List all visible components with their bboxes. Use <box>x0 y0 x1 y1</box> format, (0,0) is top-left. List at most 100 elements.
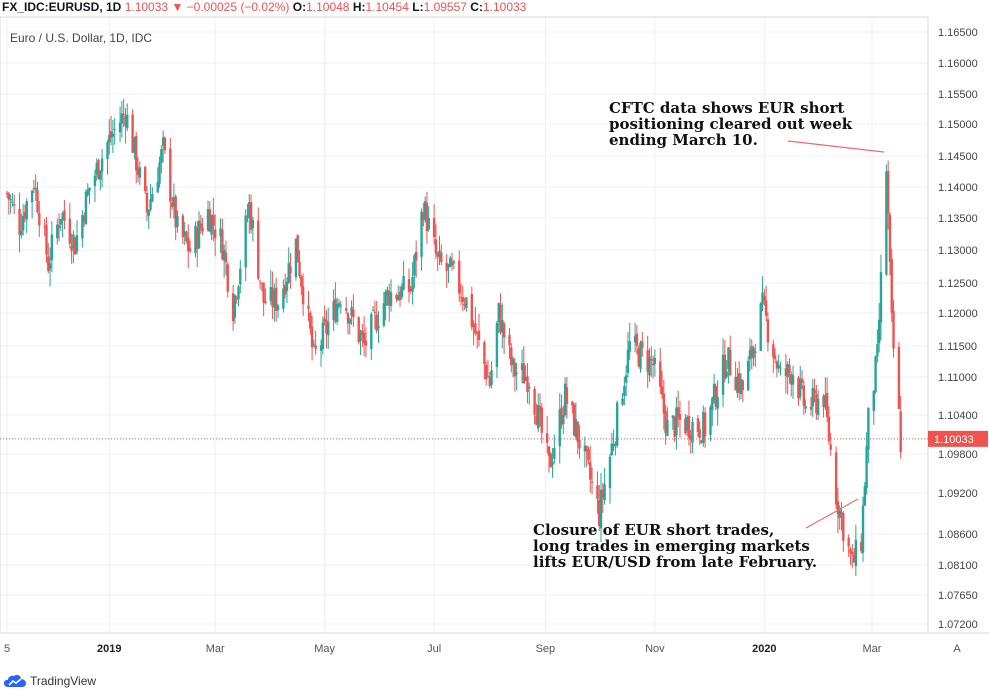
candle-body <box>626 349 630 373</box>
tradingview-label: TradingView <box>30 674 97 688</box>
candle-body <box>106 142 109 160</box>
candle-body <box>470 294 474 328</box>
candle-body <box>648 356 651 376</box>
candle-body <box>264 301 267 304</box>
candle-body <box>879 272 883 323</box>
candle-body <box>603 484 606 501</box>
time-tick-label: Jul <box>427 643 441 655</box>
candle-body <box>646 350 649 372</box>
candle-body <box>169 148 172 202</box>
candle-body <box>81 215 84 239</box>
candle-body <box>734 377 737 391</box>
candle-body <box>650 358 653 361</box>
candle-body <box>407 279 411 292</box>
candle-body <box>784 368 788 376</box>
candle-body <box>673 417 676 437</box>
candle-body <box>151 194 154 202</box>
candle-body <box>348 319 351 324</box>
candle-body <box>876 344 879 357</box>
candle-body <box>93 175 97 186</box>
candle-body <box>653 357 657 365</box>
price-tick-label: 1.07650 <box>938 590 978 602</box>
candle-body <box>414 251 418 261</box>
candle-body <box>598 499 601 526</box>
candle-body <box>761 292 764 305</box>
candle-body <box>350 306 353 316</box>
candle-body <box>551 461 554 466</box>
candle-body <box>258 280 262 282</box>
candle-body <box>124 115 127 126</box>
candle-body <box>698 429 701 438</box>
candle-body <box>675 407 678 436</box>
high-value: 1.10454 <box>365 0 409 14</box>
candle-body <box>172 197 176 207</box>
candle-body <box>371 310 375 312</box>
candle-body <box>257 220 260 279</box>
candle-body <box>585 445 588 452</box>
candle-body <box>86 190 89 196</box>
candle-body <box>741 380 744 391</box>
candle-body <box>811 388 814 407</box>
candle-body <box>314 345 317 349</box>
candle-body <box>867 407 870 450</box>
candle-body <box>43 226 46 228</box>
candle-body <box>283 284 287 295</box>
candle-body <box>108 134 111 143</box>
candle-body <box>136 167 140 176</box>
candle-body <box>50 234 54 261</box>
candle-body <box>702 411 705 443</box>
candle-body <box>61 213 64 220</box>
candles <box>5 99 902 577</box>
candle-body <box>235 298 238 300</box>
autoscale-button[interactable]: A <box>953 643 961 655</box>
candle-body <box>325 320 328 334</box>
candle-body <box>623 386 626 396</box>
candle-body <box>736 376 739 394</box>
symbol-name[interactable]: FX_IDC:EURUSD, 1D <box>2 0 122 14</box>
candle-body <box>750 346 753 358</box>
candle-body <box>269 287 273 301</box>
candle-body <box>88 187 91 191</box>
candle-body <box>45 224 48 255</box>
candle-body <box>377 326 380 329</box>
candle-body <box>447 264 450 268</box>
candle-body <box>188 248 192 252</box>
candle-body <box>563 383 567 416</box>
candle-body <box>420 211 423 257</box>
candle-body <box>413 255 416 276</box>
high-label: H: <box>352 0 366 14</box>
candle-body <box>273 289 276 308</box>
candle-body <box>712 383 716 401</box>
candle-body <box>813 389 816 394</box>
candle-body <box>711 397 714 411</box>
candle-body <box>458 260 461 294</box>
candle-body <box>208 209 211 232</box>
candle-body <box>160 149 163 163</box>
candle-body <box>574 419 578 438</box>
candle-body <box>687 416 691 438</box>
candle-body <box>131 114 134 153</box>
grid <box>0 17 928 633</box>
candle-body <box>73 238 77 255</box>
candle-body <box>161 137 165 146</box>
candle-body <box>678 414 682 420</box>
candle-body <box>596 485 599 499</box>
candle-body <box>213 229 217 239</box>
candle-body <box>18 208 21 235</box>
price-tick-label: 1.13500 <box>938 213 978 225</box>
tradingview-logo[interactable]: TradingView <box>4 674 96 688</box>
candle-body <box>246 217 249 219</box>
chart-subtitle: Euro / U.S. Dollar, 1D, IDC <box>10 31 153 45</box>
candle-body <box>158 162 161 184</box>
candle-body <box>346 313 350 324</box>
candle-body <box>659 361 662 387</box>
price-tick-label: 1.08100 <box>938 560 978 572</box>
candle-body <box>251 220 255 229</box>
candle-body <box>691 421 694 443</box>
candle-body <box>370 313 373 350</box>
candle-body <box>427 218 430 230</box>
candle-body <box>578 439 581 449</box>
candle-body <box>689 435 692 440</box>
candle-body <box>422 212 425 221</box>
